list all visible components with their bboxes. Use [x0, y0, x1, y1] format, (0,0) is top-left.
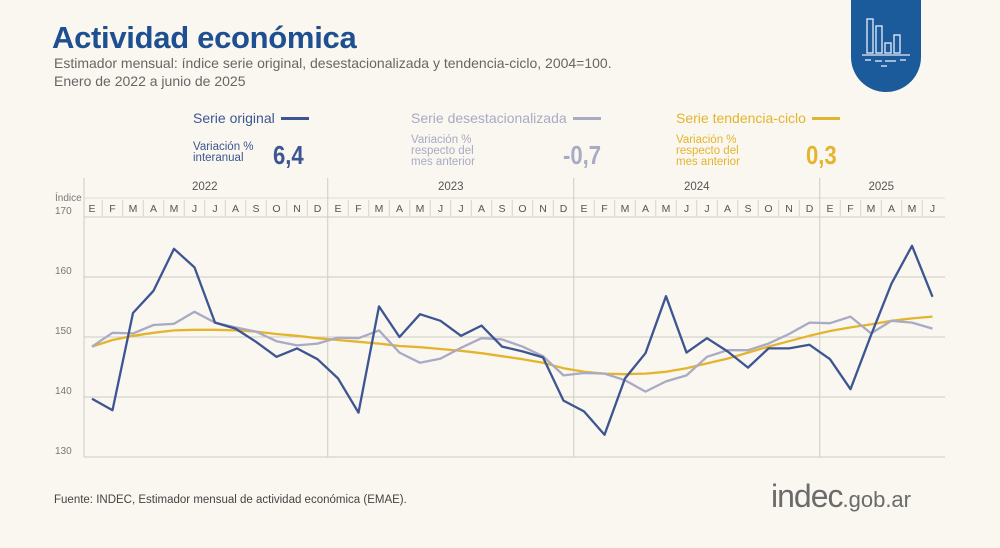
month-label: J — [684, 203, 689, 215]
bar-chart-icon — [851, 0, 921, 92]
month-label: F — [109, 203, 115, 215]
month-label: S — [252, 203, 259, 215]
logo-domain: .gob.ar — [842, 487, 912, 512]
legend-label: Serie desestacionalizada — [411, 110, 567, 126]
desc-line: respecto del — [411, 145, 474, 157]
month-label: A — [642, 203, 649, 215]
month-label: A — [396, 203, 403, 215]
logo-main: indec — [771, 478, 843, 514]
month-label: M — [416, 203, 425, 215]
month-label: D — [806, 203, 814, 215]
month-label: E — [580, 203, 587, 215]
month-label: F — [355, 203, 361, 215]
month-label: A — [150, 203, 157, 215]
month-label: N — [293, 203, 301, 215]
month-label: D — [560, 203, 568, 215]
series-line-original — [91, 244, 934, 436]
month-label: M — [867, 203, 876, 215]
desc-line: Variación % — [676, 134, 737, 146]
legend-desestacionalizada: Serie desestacionalizada — [411, 110, 601, 128]
month-label: E — [88, 203, 95, 215]
month-label: M — [621, 203, 630, 215]
legend-desc: Variación % respecto del mes anterior — [411, 134, 475, 168]
y-tick-label: 170 — [55, 206, 72, 217]
year-label: 2024 — [684, 181, 710, 193]
month-label: J — [704, 203, 709, 215]
year-label: 2022 — [192, 181, 218, 193]
desc-line: Variación % — [411, 134, 472, 146]
month-label: E — [826, 203, 833, 215]
year-label: 2023 — [438, 181, 464, 193]
month-label: M — [129, 203, 138, 215]
legend-tendencia: Serie tendencia-ciclo — [676, 110, 840, 128]
month-label: F — [601, 203, 607, 215]
month-label: N — [785, 203, 793, 215]
legend-swatch — [811, 117, 840, 121]
month-label: D — [314, 203, 322, 215]
y-tick-label: 130 — [55, 446, 72, 457]
y-tick-label: 150 — [55, 326, 72, 337]
source-note: Fuente: INDEC, Estimador mensual de acti… — [54, 494, 407, 506]
month-label: F — [847, 203, 853, 215]
month-label: E — [334, 203, 341, 215]
desc-line: respecto del — [676, 145, 739, 157]
month-label: N — [539, 203, 547, 215]
month-label: A — [724, 203, 731, 215]
page-title: Actividad económica — [52, 20, 357, 55]
month-label: M — [170, 203, 179, 215]
month-label: J — [192, 203, 197, 215]
legend-value: 0,3 — [806, 140, 837, 170]
month-label: O — [764, 203, 772, 215]
legend-desc: Variación % respecto del mes anterior — [676, 134, 740, 168]
desc-line: interanual — [193, 152, 244, 164]
month-label: S — [744, 203, 751, 215]
month-label: A — [888, 203, 895, 215]
month-label: S — [498, 203, 505, 215]
legend-desc: Variación % interanual — [193, 141, 254, 164]
indec-logo[interactable]: indec.gob.ar — [771, 478, 911, 515]
month-label: J — [212, 203, 217, 215]
month-label: A — [478, 203, 485, 215]
y-tick-label: 160 — [55, 266, 72, 277]
desc-line: Variación % — [193, 141, 254, 153]
month-label: O — [272, 203, 280, 215]
desc-line: mes anterior — [676, 156, 740, 168]
month-label: O — [518, 203, 526, 215]
month-label: J — [438, 203, 443, 215]
legend-value: -0,7 — [563, 140, 602, 170]
year-label: 2025 — [868, 181, 894, 193]
legend-label: Serie original — [193, 110, 275, 126]
month-label: M — [662, 203, 671, 215]
date-range: Enero de 2022 a junio de 2025 — [54, 73, 246, 89]
legend-swatch — [572, 117, 601, 121]
legend-original: Serie original — [193, 110, 309, 128]
legend-swatch — [280, 117, 309, 121]
y-tick-label: 140 — [55, 386, 72, 397]
legend-label: Serie tendencia-ciclo — [676, 110, 806, 126]
month-label: M — [375, 203, 384, 215]
month-label: J — [458, 203, 463, 215]
month-label: A — [232, 203, 239, 215]
subtitle: Estimador mensual: índice serie original… — [54, 55, 612, 71]
desc-line: mes anterior — [411, 156, 475, 168]
month-label: J — [930, 203, 935, 215]
month-label: M — [908, 203, 917, 215]
y-axis-label: Índice — [55, 191, 82, 204]
legend-value: 6,4 — [273, 140, 304, 170]
series-line-tendencia-ciclo — [91, 315, 933, 376]
